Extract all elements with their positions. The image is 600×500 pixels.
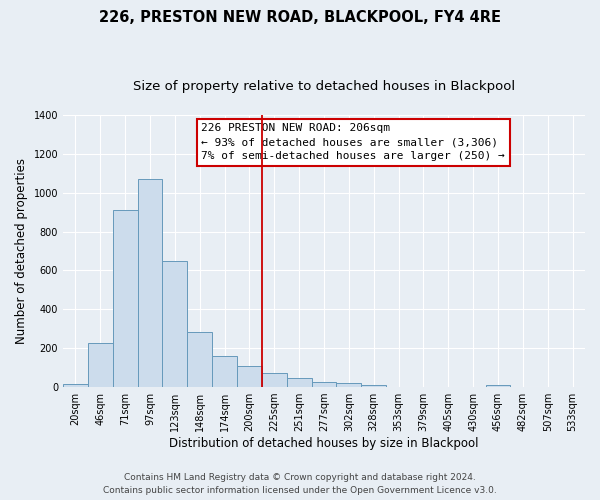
Bar — [485, 385, 511, 387]
Bar — [361, 385, 386, 387]
Y-axis label: Number of detached properties: Number of detached properties — [15, 158, 28, 344]
Bar — [262, 372, 287, 387]
Bar — [287, 378, 311, 387]
Bar — [237, 366, 262, 387]
Bar — [187, 332, 212, 387]
Text: 226, PRESTON NEW ROAD, BLACKPOOL, FY4 4RE: 226, PRESTON NEW ROAD, BLACKPOOL, FY4 4R… — [99, 10, 501, 25]
X-axis label: Distribution of detached houses by size in Blackpool: Distribution of detached houses by size … — [169, 437, 479, 450]
Bar — [137, 179, 163, 387]
Bar — [212, 356, 237, 387]
Text: Contains HM Land Registry data © Crown copyright and database right 2024.
Contai: Contains HM Land Registry data © Crown c… — [103, 474, 497, 495]
Bar — [63, 384, 88, 387]
Bar — [311, 382, 337, 387]
Bar — [88, 344, 113, 387]
Bar — [163, 261, 187, 387]
Text: 226 PRESTON NEW ROAD: 206sqm
← 93% of detached houses are smaller (3,306)
7% of : 226 PRESTON NEW ROAD: 206sqm ← 93% of de… — [202, 123, 505, 161]
Bar — [337, 383, 361, 387]
Title: Size of property relative to detached houses in Blackpool: Size of property relative to detached ho… — [133, 80, 515, 93]
Bar — [113, 210, 137, 387]
